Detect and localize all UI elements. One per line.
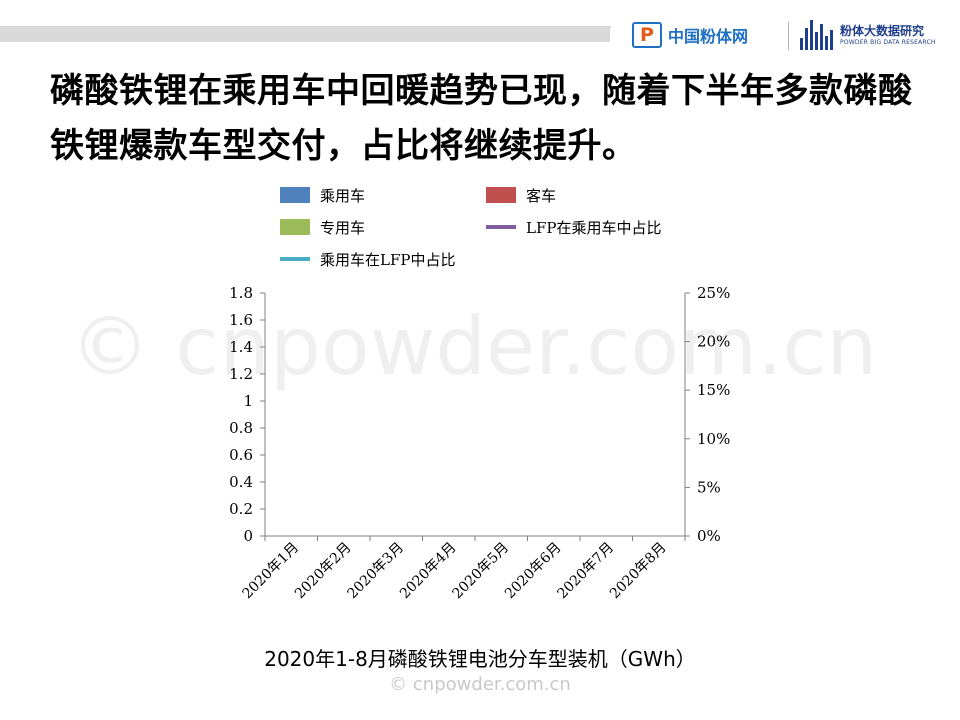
- legend-label: 客车: [526, 187, 556, 205]
- right-tick-label: 0%: [697, 527, 721, 545]
- left-tick-label: 1.2: [229, 365, 253, 383]
- left-tick-label: 0.6: [229, 446, 253, 464]
- header-band-tip: [600, 26, 612, 42]
- right-tick-label: 5%: [697, 478, 721, 496]
- right-tick-label: 10%: [697, 430, 730, 448]
- x-tick-labels: 2020年1月2020年2月2020年3月2020年4月2020年5月2020年…: [239, 540, 669, 603]
- left-tick-label: 0.4: [229, 473, 253, 491]
- legend-swatch: [486, 187, 516, 203]
- x-tick-label: 2020年8月: [607, 540, 670, 603]
- right-tick-label: 25%: [697, 284, 730, 302]
- left-tick-label: 0.2: [229, 500, 253, 518]
- chart-axes: 0 0.2 0.4 0.6 0.8 1 1.2 1.4 1.6 1.8 0% 5% 10% 15% 20% 2…: [229, 284, 730, 545]
- legend-swatch: [280, 187, 310, 203]
- legend-label: 乘用车: [320, 187, 365, 205]
- left-tick-label: 1: [243, 392, 253, 410]
- bigdata-logo: 粉体大数据研究 POWDER BIG DATA RESEARCH: [800, 18, 936, 50]
- legend-label: 乘用车在LFP中占比: [320, 251, 455, 269]
- left-tick-label: 1.8: [229, 284, 253, 302]
- bigdata-logo-cn: 粉体大数据研究: [840, 24, 925, 38]
- left-tick-label: 1.6: [229, 311, 253, 329]
- watermark-text: © cnpowder.com.cn: [70, 300, 878, 393]
- cnpowder-logo-icon: [632, 22, 662, 48]
- cnpowder-logo: 中国粉体网: [632, 20, 748, 50]
- legend-label: 专用车: [320, 219, 365, 237]
- logo-divider: [788, 22, 789, 50]
- right-tick-label: 20%: [697, 333, 730, 351]
- legend-label: LFP在乘用车中占比: [526, 219, 661, 237]
- left-tick-label: 1.4: [229, 338, 253, 356]
- footer-watermark: © cnpowder.com.cn: [389, 674, 571, 695]
- chart-caption: 2020年1-8月磷酸铁锂电池分车型装机（GWh）: [264, 647, 696, 671]
- right-tick-label: 15%: [697, 381, 730, 399]
- header-band: [0, 26, 610, 42]
- bigdata-logo-en: POWDER BIG DATA RESEARCH: [840, 39, 936, 46]
- legend-swatch: [280, 219, 310, 235]
- left-tick-label: 0: [243, 527, 253, 545]
- left-tick-label: 0.8: [229, 419, 253, 437]
- cnpowder-logo-text: 中国粉体网: [668, 27, 749, 46]
- bigdata-bars-icon: [800, 18, 836, 50]
- page-headline: 磷酸铁锂在乘用车中回暖趋势已现，随着下半年多款磷酸铁锂爆款车型交付，占比将继续提…: [50, 71, 913, 166]
